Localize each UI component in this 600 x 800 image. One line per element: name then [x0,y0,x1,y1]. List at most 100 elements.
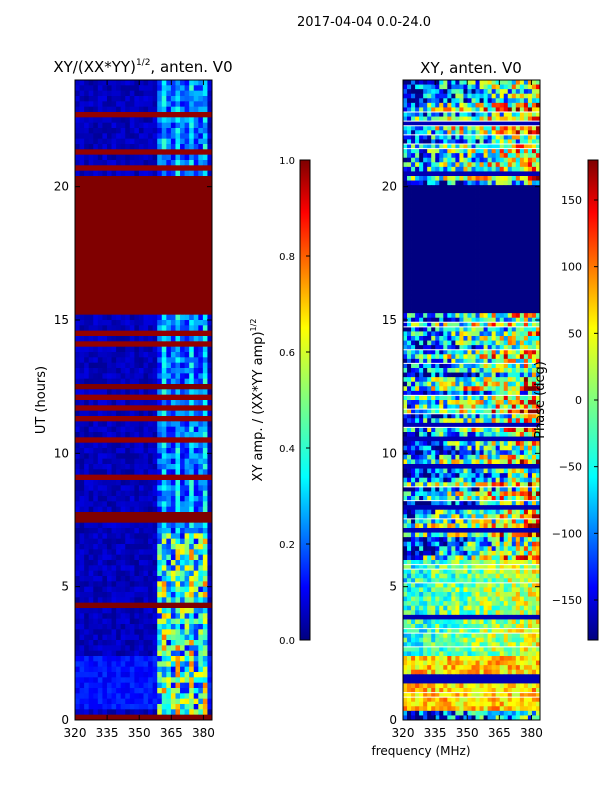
amp-heatmap-cell [152,394,158,401]
amp-heatmap-cell [75,320,80,326]
phase-heatmap-cell [467,203,472,209]
amp-heatmap-cell [120,138,126,145]
amp-heatmap-cell [116,581,122,588]
amp-heatmap-cell [193,197,199,204]
amp-heatmap-cell [75,709,80,716]
amp-heatmap-cell [207,373,213,380]
phase-heatmap-cell [507,162,513,168]
phase-heatmap-cell [499,84,505,90]
amp-heatmap-cell [207,341,213,348]
phase-heatmap-cell [527,125,533,131]
amp-heatmap-cell [207,490,213,497]
amp-heatmap-cell [138,400,144,406]
amp-heatmap-cell [129,389,135,396]
phase-heatmap-cell [527,153,533,159]
amp-heatmap-cell [111,464,117,470]
phase-heatmap-cell [419,166,424,172]
phase-heatmap-cell [527,130,533,136]
amp-heatmap-cell [88,101,94,108]
phase-heatmap-cell [451,153,456,159]
amp-heatmap-cell [93,560,99,566]
amp-heatmap-cell [75,554,80,561]
amp-heatmap-cell [79,480,85,486]
amp-heatmap-cell [120,320,126,326]
amp-heatmap-cell [75,133,80,140]
amp-heatmap-cell [106,634,112,641]
phase-heatmap-cell [511,212,517,218]
amp-heatmap-cell [102,485,108,492]
amp-heatmap-cell [75,629,80,636]
phase-heatmap-cell [491,235,497,241]
amp-heatmap-cell [134,480,140,486]
amp-heatmap-cell [116,202,122,209]
amp-heatmap-cell [116,517,122,524]
amp-heatmap-cell [170,485,176,492]
amp-heatmap-cell [198,293,204,300]
amp-heatmap-cell [102,410,108,417]
amp-heatmap-cell [111,202,117,209]
amp-heatmap-cell [148,645,154,652]
amp-heatmap-cell [175,197,181,204]
amp-heatmap-cell [202,565,208,572]
amp-heatmap-cell [79,250,85,257]
amp-heatmap-cell [202,293,208,300]
amp-heatmap-cell [93,250,99,257]
phase-heatmap-cell [403,157,408,163]
phase-heatmap-cell [503,134,509,140]
phase-heatmap-cell [463,116,468,122]
amp-heatmap-cell [166,106,172,113]
phase-heatmap-cell [523,203,529,209]
phase-heatmap-cell [455,162,460,168]
amp-heatmap-cell [157,522,163,529]
amp-heatmap-cell [180,122,185,129]
phase-heatmap-cell [519,125,525,131]
amp-heatmap-cell [84,309,90,316]
amp-heatmap-cell [161,165,167,172]
phase-heatmap-cell [407,258,412,264]
amp-heatmap-cell [75,432,80,438]
amp-heatmap-cell [93,96,99,102]
amp-heatmap-cell [148,538,154,545]
amp-heatmap-cell [157,448,163,454]
amp-heatmap-cell [193,160,199,166]
phase-heatmap-cell [511,198,517,204]
amp-heatmap-cell [116,138,122,145]
phase-heatmap-cell [519,162,525,168]
amp-heatmap-cell [88,336,94,342]
amp-heatmap-cell [184,266,190,273]
phase-heatmap-cell [411,116,416,122]
phase-heatmap-cell [471,235,476,241]
amp-heatmap-cell [166,416,172,422]
amp-heatmap-cell [138,320,144,326]
amp-heatmap-cell [180,362,185,369]
amp-heatmap-cell [97,106,103,113]
amp-heatmap-cell [189,197,195,204]
phase-heatmap-cell [427,102,432,108]
amp-heatmap-cell [143,597,149,604]
amp-heatmap-cell [84,346,90,353]
amp-heatmap-cell [93,448,99,454]
phase-heatmap-cell [519,144,525,149]
amp-heatmap-cell [143,336,149,342]
amp-heatmap-cell [193,661,199,668]
amp-heatmap-cell [193,138,199,145]
amp-heatmap-cell [161,202,167,209]
amp-heatmap-cell [106,645,112,652]
amp-heatmap-cell [175,650,181,657]
amp-heatmap-cell [166,474,172,481]
amp-heatmap-cell [116,133,122,140]
amp-heatmap-cell [102,538,108,545]
amp-heatmap-cell [198,496,204,502]
amp-heatmap-cell [198,149,204,156]
phase-heatmap-cell [463,212,468,218]
amp-heatmap-cell [148,352,154,358]
amp-heatmap-cell [97,304,103,310]
amp-heatmap-cell [198,629,204,636]
amp-heatmap-cell [175,549,181,556]
amp-heatmap-cell [207,549,213,556]
amp-heatmap-cell [189,421,195,428]
amp-heatmap-cell [79,298,85,305]
amp-heatmap-cell [170,624,176,630]
phase-heatmap-cell [403,80,408,85]
amp-heatmap-cell [79,325,85,332]
